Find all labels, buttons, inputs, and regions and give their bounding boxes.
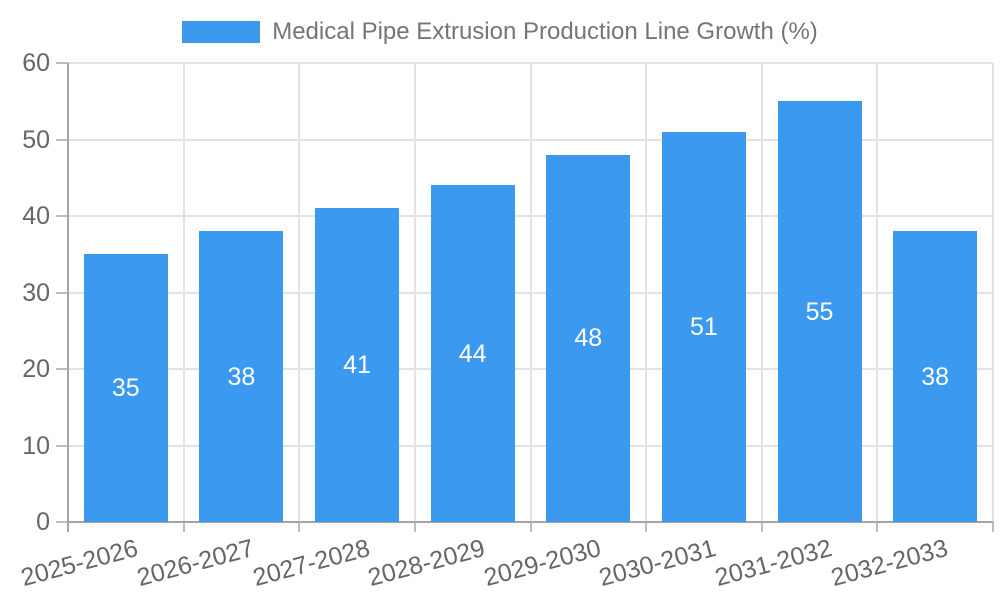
x-axis-label: 2031-2032 bbox=[712, 534, 835, 592]
y-tick bbox=[56, 215, 68, 217]
y-tick bbox=[56, 368, 68, 370]
y-tick bbox=[56, 291, 68, 294]
gridline-vertical bbox=[760, 63, 763, 522]
x-axis-line bbox=[68, 521, 993, 523]
x-axis-label: 2032-2033 bbox=[827, 534, 951, 592]
x-tick bbox=[298, 522, 301, 532]
y-axis-label: 0 bbox=[36, 508, 50, 536]
x-tick bbox=[645, 522, 648, 532]
bar-2029-2030[interactable] bbox=[546, 154, 631, 522]
gridline-vertical bbox=[298, 63, 301, 522]
bar-value-label: 55 bbox=[805, 297, 834, 326]
bar-value-label: 48 bbox=[574, 324, 603, 353]
y-tick bbox=[56, 138, 68, 141]
legend-swatch bbox=[182, 21, 261, 43]
bar-2028-2029[interactable] bbox=[430, 185, 515, 522]
gridline-vertical bbox=[529, 63, 532, 522]
bar-value-label: 38 bbox=[227, 362, 256, 391]
x-axis-label: 2025-2026 bbox=[18, 534, 142, 592]
bar-value-label: 41 bbox=[343, 351, 371, 380]
x-tick bbox=[992, 522, 994, 532]
bar-2027-2028[interactable] bbox=[315, 208, 400, 522]
y-axis-label: 50 bbox=[22, 125, 50, 154]
x-tick bbox=[413, 522, 416, 532]
gridline-vertical bbox=[992, 63, 994, 522]
y-axis-label: 30 bbox=[22, 278, 50, 307]
y-axis-label: 40 bbox=[22, 202, 50, 230]
bar-value-label: 35 bbox=[111, 374, 140, 403]
y-tick bbox=[56, 521, 68, 523]
y-tick bbox=[56, 444, 68, 447]
bar-2031-2032[interactable] bbox=[777, 101, 862, 522]
y-axis-label: 60 bbox=[22, 49, 50, 77]
legend-item[interactable]: Medical Pipe Extrusion Production Line G… bbox=[0, 17, 1000, 47]
y-tick bbox=[56, 62, 68, 64]
bar-2026-2027[interactable] bbox=[199, 231, 284, 522]
x-axis-label: 2029-2030 bbox=[480, 534, 604, 592]
legend-label: Medical Pipe Extrusion Production Line G… bbox=[272, 18, 818, 45]
bar-2030-2031[interactable] bbox=[661, 131, 746, 522]
bar-2025-2026[interactable] bbox=[83, 254, 168, 522]
gridline-vertical bbox=[876, 63, 879, 522]
y-axis-label: 20 bbox=[22, 355, 50, 383]
x-axis-label: 2026-2027 bbox=[133, 534, 257, 592]
bar-2032-2033[interactable] bbox=[893, 231, 978, 522]
x-tick bbox=[876, 522, 879, 532]
gridline-vertical bbox=[182, 63, 185, 522]
gridline-vertical bbox=[413, 63, 416, 522]
gridline-vertical bbox=[645, 63, 648, 522]
x-axis-label: 2030-2031 bbox=[596, 534, 720, 592]
y-axis-line bbox=[67, 63, 69, 532]
x-axis-label: 2027-2028 bbox=[249, 534, 373, 592]
bar-value-label: 44 bbox=[458, 339, 487, 368]
x-tick bbox=[182, 522, 185, 532]
x-tick bbox=[760, 522, 763, 532]
bar-value-label: 38 bbox=[921, 362, 950, 391]
y-axis-label: 10 bbox=[22, 431, 50, 460]
bar-value-label: 51 bbox=[690, 312, 718, 341]
x-axis-label: 2028-2029 bbox=[365, 534, 488, 592]
x-tick bbox=[529, 522, 532, 532]
